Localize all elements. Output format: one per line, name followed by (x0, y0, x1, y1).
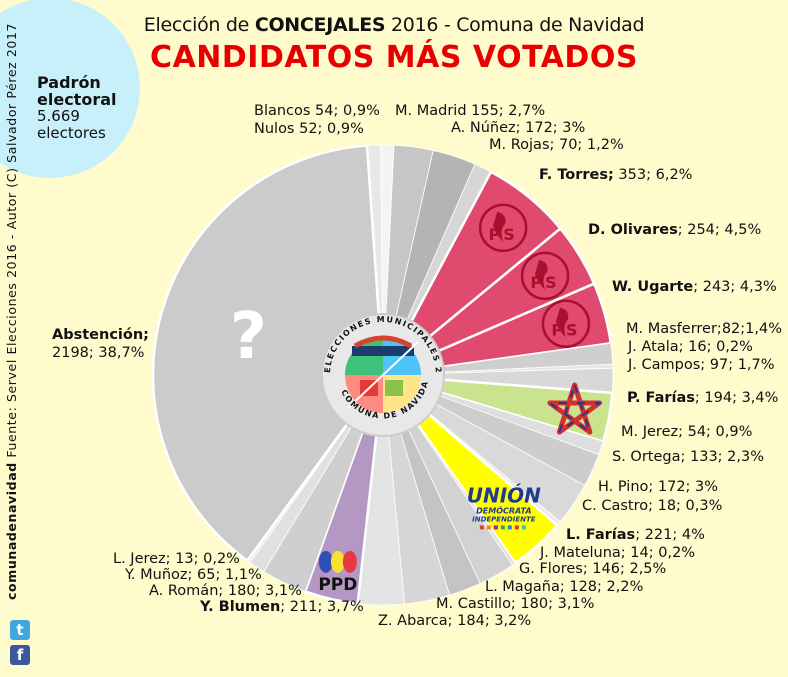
svg-text:PS: PS (551, 321, 580, 340)
padron-electoral: Padrón electoral 5.669 electores (37, 74, 116, 142)
credit-source: Fuente: Servel Elecciones 2016 - Autor (… (4, 22, 19, 463)
label-m-madrid: M. Madrid 155; 2,7% (395, 103, 546, 119)
ps-logo-icon: PS (541, 299, 591, 348)
padron-circle (0, 0, 140, 178)
label-f-torres: F. Torres; 353; 6,2% (539, 167, 693, 183)
label-j-atala: J. Atala; 16; 0,2% (628, 339, 753, 355)
credit-sidebar: comunadenavidad Fuente: Servel Eleccione… (0, 0, 30, 677)
chart-title: Elección de CONCEJALES 2016 - Comuna de … (0, 14, 788, 36)
label-l-farias: L. Farías; 221; 4% (566, 527, 705, 543)
svg-text:DEMÓCRATA: DEMÓCRATA (476, 504, 531, 515)
label-c-castro: C. Castro; 18; 0,3% (582, 498, 723, 514)
star-logo-icon (546, 381, 603, 435)
title-suffix: 2016 - Comuna de Navidad (385, 14, 645, 36)
ps-logo-icon: PS (478, 203, 528, 253)
label-j-campos: J. Campos; 97; 1,7% (628, 357, 775, 373)
padron-label-2: electoral (37, 90, 117, 109)
label-m-castillo: M. Castillo; 180; 3,1% (436, 596, 595, 612)
credit-text: comunadenavidad Fuente: Servel Eleccione… (4, 23, 19, 600)
question-mark-icon: ? (230, 300, 267, 374)
svg-text:PS: PS (530, 273, 559, 292)
label-abstencion-title: Abstención; (52, 327, 149, 343)
label-h-pino: H. Pino; 172; 3% (598, 479, 719, 495)
label-y-munoz: Y. Muñoz; 65; 1,1% (125, 567, 262, 583)
label-a-roman: A. Román; 180; 3,1% (149, 583, 302, 599)
label-blancos: Blancos 54; 0,9% (254, 103, 380, 119)
label-s-ortega: S. Ortega; 133; 2,3% (612, 449, 764, 465)
label-p-farias: P. Farías; 194; 3,4% (627, 390, 779, 406)
comuna-crest-icon (345, 335, 421, 413)
label-w-ugarte: W. Ugarte; 243; 4,3% (612, 279, 777, 295)
label-nulos: Nulos 52; 0,9% (254, 121, 364, 137)
ppd-logo-icon: PPD (318, 550, 357, 595)
chart-subtitle: CANDIDATOS MÁS VOTADOS (150, 40, 638, 75)
title-prefix: Elección de (143, 14, 255, 36)
label-j-mateluna: J. Mateluna; 14; 0,2% (540, 545, 696, 561)
credit-brand: comunadenavidad (4, 462, 19, 600)
label-m-jerez: M. Jerez; 54; 0,9% (621, 424, 753, 440)
facebook-icon[interactable]: f (10, 645, 30, 665)
padron-value: 5.669 (37, 107, 80, 125)
pie-slice-abstenci-n (151, 144, 385, 563)
padron-unit: electores (37, 124, 106, 142)
svg-text:UNIÓN: UNIÓN (467, 483, 541, 507)
label-g-flores: G. Flores; 146; 2,5% (519, 561, 667, 577)
title-bold: CONCEJALES (254, 14, 386, 36)
label-m-rojas: M. Rojas; 70; 1,2% (489, 137, 624, 153)
label-abstencion-value: 2198; 38,7% (52, 345, 145, 361)
label-m-masferrer: M. Masferrer;82;1,4% (626, 321, 782, 337)
label-y-blumen: Y. Blumen; 211; 3,7% (200, 599, 364, 615)
label-a-nunez: A. Núñez; 172; 3% (451, 120, 586, 136)
pie-slices (151, 144, 614, 606)
label-l-magana: L. Magaña; 128; 2,2% (485, 579, 644, 595)
svg-text:INDEPENDIENTE: INDEPENDIENTE (472, 515, 536, 523)
label-z-abarca: Z. Abarca; 184; 3,2% (378, 613, 532, 629)
twitter-icon[interactable]: t (10, 620, 30, 640)
label-d-olivares: D. Olivares; 254; 4,5% (588, 222, 762, 238)
ps-logo-icon: PS (520, 251, 570, 301)
label-l-jerez: L. Jerez; 13; 0,2% (113, 551, 240, 567)
svg-text:PS: PS (489, 225, 518, 244)
padron-label-1: Padrón (37, 73, 101, 92)
svg-text:PPD: PPD (318, 575, 357, 595)
